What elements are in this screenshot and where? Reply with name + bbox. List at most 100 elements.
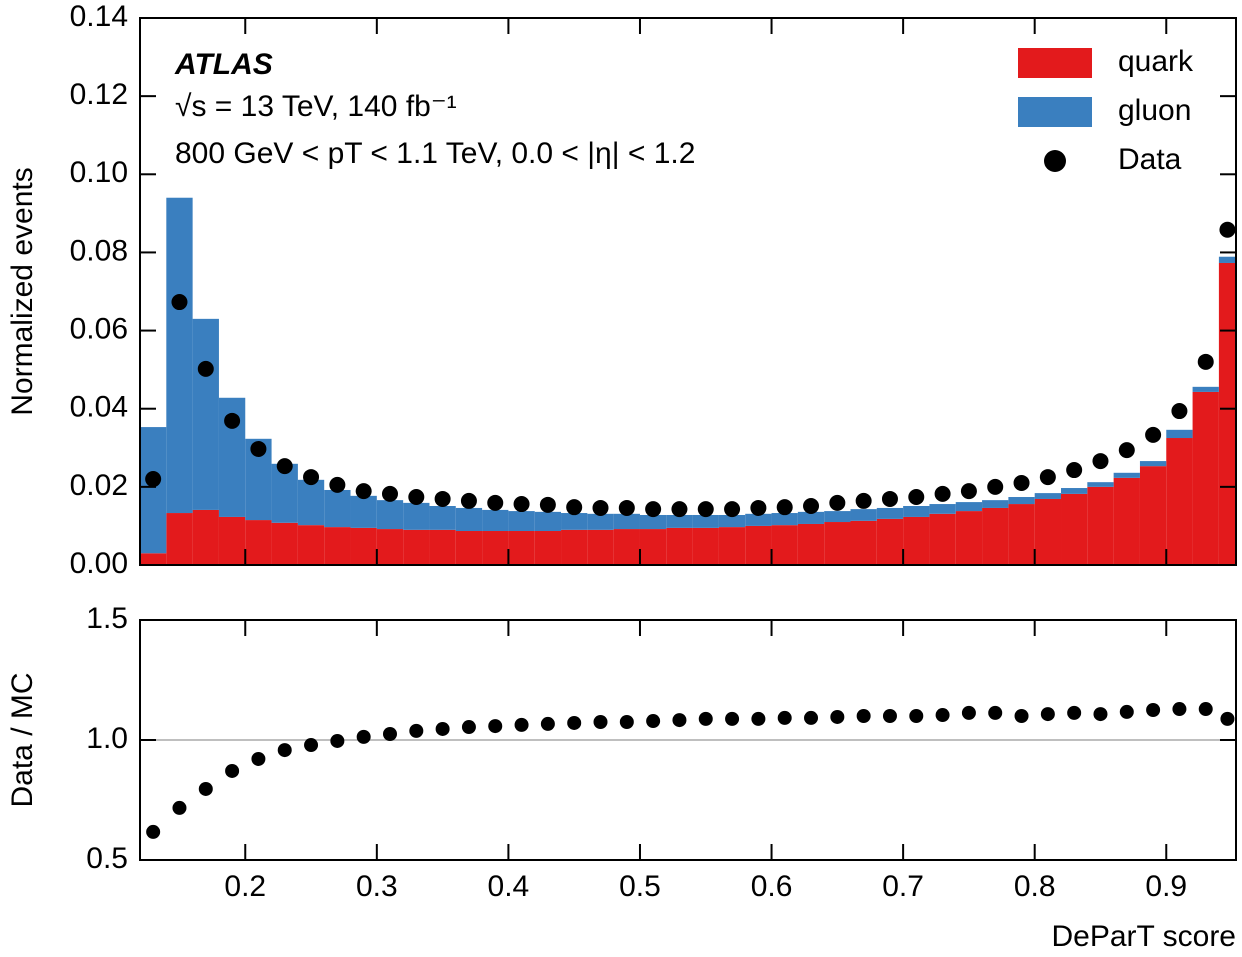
hist-bar — [1166, 438, 1193, 565]
data-point — [1219, 221, 1236, 238]
hist-bar — [140, 553, 167, 565]
hist-bar — [745, 513, 772, 526]
ratio-point — [146, 824, 161, 839]
hist-bar — [1008, 504, 1035, 565]
hist-bar — [639, 514, 667, 530]
ratio-point — [1198, 702, 1213, 717]
y-tick-label: 0.08 — [70, 234, 128, 267]
data-point — [803, 498, 820, 515]
hist-bar — [718, 527, 746, 565]
hist-bar — [824, 511, 851, 523]
ratio-point — [672, 713, 687, 728]
y-tick-label: 0.02 — [70, 469, 128, 502]
x-tick-label: 0.7 — [882, 870, 924, 903]
hist-bar — [1034, 498, 1062, 565]
data-point — [566, 499, 583, 516]
hist-bar — [166, 513, 193, 565]
data-point — [592, 499, 609, 516]
hist-bar — [1008, 497, 1035, 505]
ratio-point — [409, 723, 424, 738]
hist-bar — [587, 529, 614, 565]
y-tick-label: 0.14 — [70, 0, 128, 33]
ratio-point — [540, 716, 555, 731]
data-point — [934, 485, 951, 502]
data-point — [987, 478, 1004, 495]
data-point — [881, 490, 898, 507]
data-point — [197, 360, 214, 377]
hist-bar — [797, 523, 825, 565]
data-point — [1066, 462, 1083, 479]
hist-bar — [1113, 472, 1140, 478]
data-point — [224, 412, 241, 429]
hist-bar — [1034, 493, 1062, 499]
hist-bar — [771, 513, 798, 526]
ratio-point — [514, 717, 529, 732]
hist-bar — [1218, 256, 1236, 263]
data-point — [1145, 426, 1162, 443]
y-tick-label: 0.04 — [70, 391, 128, 424]
legend-swatch — [1018, 97, 1092, 127]
ratio-point — [935, 708, 950, 723]
hist-bar — [350, 527, 377, 565]
hist-bar — [1218, 262, 1236, 565]
data-point — [355, 483, 372, 500]
hist-bar — [324, 527, 351, 565]
hist-bar — [1139, 461, 1167, 467]
hist-bar — [797, 511, 825, 524]
hist-bar — [745, 525, 772, 565]
y-tick-label: 0.5 — [86, 842, 128, 875]
ratio-point — [725, 711, 740, 726]
hist-bar — [639, 529, 667, 565]
hist-bar — [376, 500, 404, 530]
data-point — [539, 496, 556, 513]
ratio-point — [988, 705, 1003, 720]
hist-bar — [1192, 391, 1219, 565]
hist-bar — [955, 502, 983, 512]
ratio-point — [277, 743, 292, 758]
ratio-point — [1146, 703, 1161, 717]
y-tick-label: 0.12 — [70, 78, 128, 111]
legend-swatch — [1018, 48, 1092, 78]
hist-bar — [192, 318, 219, 510]
hist-bar — [429, 529, 456, 565]
data-point — [329, 476, 346, 493]
x-tick-label: 0.3 — [356, 870, 398, 903]
hist-bar — [666, 527, 693, 565]
hist-bar — [192, 509, 219, 565]
legend-marker — [1044, 150, 1066, 172]
ratio-point — [330, 733, 345, 748]
x-tick-label: 0.8 — [1014, 870, 1056, 903]
y-axis-label: Normalized events — [6, 167, 39, 415]
ratio-point — [751, 711, 766, 726]
hist-bar — [1192, 386, 1219, 392]
hist-bar — [534, 531, 562, 565]
data-point — [250, 440, 267, 457]
y-tick-label: 0.00 — [70, 547, 128, 580]
data-point — [381, 485, 398, 502]
data-point — [460, 492, 477, 509]
hist-bar — [508, 511, 535, 532]
data-point — [1197, 353, 1214, 370]
x-axis-label: DeParT score — [1051, 920, 1236, 953]
data-point — [276, 458, 293, 475]
data-point — [776, 499, 793, 516]
hist-bar — [297, 479, 325, 526]
y-tick-label: 1.5 — [86, 602, 128, 635]
y-tick-label: 1.0 — [86, 722, 128, 755]
x-tick-label: 0.6 — [751, 870, 793, 903]
hist-bar — [1113, 477, 1140, 565]
ratio-point — [961, 705, 976, 720]
hist-bar — [982, 500, 1009, 508]
ratio-point — [1067, 705, 1082, 720]
hist-bar — [561, 513, 588, 530]
data-point — [618, 499, 635, 516]
x-tick-label: 0.5 — [619, 870, 661, 903]
ratio-point — [1040, 707, 1055, 722]
hist-bar — [876, 507, 904, 519]
hist-bar — [1166, 429, 1193, 439]
hist-bar — [929, 513, 956, 565]
hist-bar — [613, 513, 640, 530]
hist-bar — [692, 527, 719, 565]
hist-bar — [1087, 486, 1114, 565]
y-axis-label: Data / MC — [6, 672, 39, 807]
